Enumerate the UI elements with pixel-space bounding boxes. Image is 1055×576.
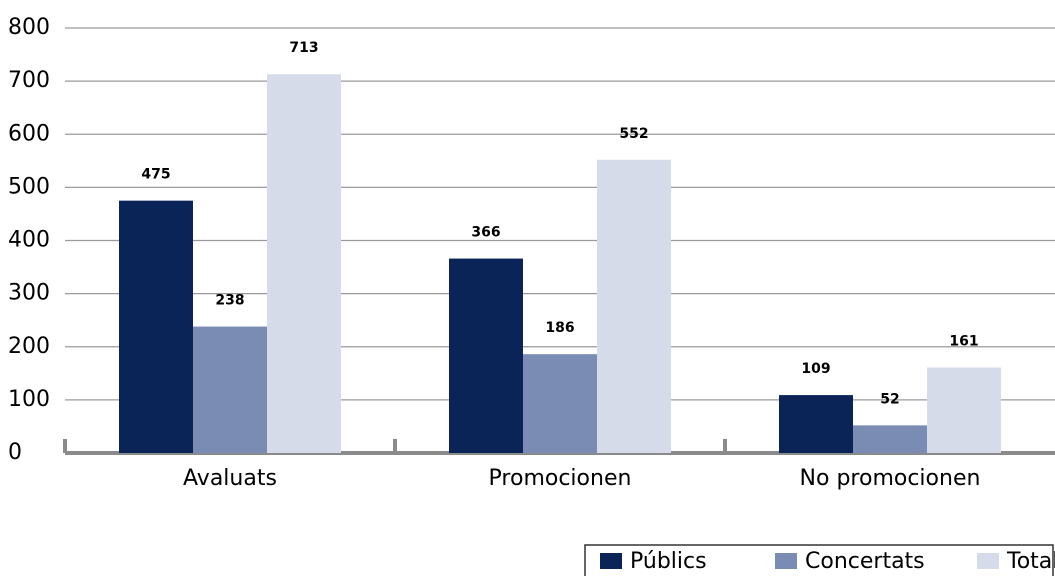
x-tick-label: Avaluats — [183, 466, 277, 491]
y-tick-label: 0 — [8, 440, 22, 465]
bar — [267, 74, 341, 453]
value-label: 713 — [289, 40, 318, 56]
y-tick-label: 600 — [8, 121, 50, 146]
legend-label: Públics — [630, 549, 707, 574]
value-label: 52 — [880, 391, 899, 407]
legend-swatch — [977, 553, 999, 569]
value-label: 109 — [801, 361, 830, 377]
legend-swatch — [775, 553, 797, 569]
legend-label: Concertats — [805, 549, 925, 574]
legend-box — [584, 544, 1054, 576]
x-tick-label: Promocionen — [489, 466, 632, 491]
y-tick-label: 500 — [8, 174, 50, 199]
bar — [449, 258, 523, 453]
y-tick-label: 700 — [8, 68, 50, 93]
bar — [523, 354, 597, 453]
bar — [119, 200, 193, 453]
bar — [853, 425, 927, 453]
legend-swatch — [600, 553, 622, 569]
y-tick-label: 300 — [8, 281, 50, 306]
legend-label: Total — [1006, 549, 1055, 574]
bar — [779, 395, 853, 453]
bar — [927, 367, 1001, 453]
x-tick-label: No promocionen — [800, 466, 981, 491]
value-label: 366 — [471, 225, 500, 241]
value-label: 552 — [619, 126, 648, 142]
y-tick-label: 200 — [8, 334, 50, 359]
y-tick-label: 800 — [8, 15, 50, 40]
value-label: 161 — [949, 333, 978, 349]
value-label: 475 — [141, 167, 170, 183]
value-label: 238 — [215, 293, 244, 309]
bar — [597, 159, 671, 453]
value-label: 186 — [545, 320, 574, 336]
y-tick-label: 400 — [8, 228, 50, 253]
bar — [193, 326, 267, 453]
y-tick-label: 100 — [8, 387, 50, 412]
